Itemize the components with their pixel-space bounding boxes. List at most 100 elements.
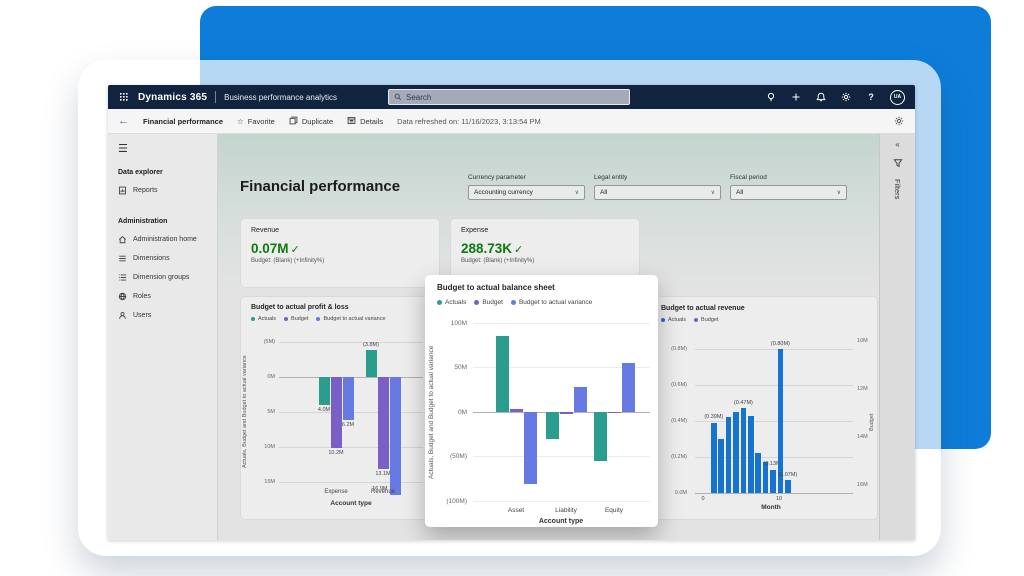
product-name: Business performance analytics (224, 92, 338, 102)
filter-field-fiscal-period: Fiscal period All ∨ (730, 174, 847, 200)
chart-bar[interactable] (762, 462, 769, 493)
filters-panel-collapsed[interactable]: « Filters (879, 134, 915, 540)
legend-dot (251, 317, 255, 321)
filter-label: Currency parameter (468, 174, 526, 181)
legend-item-budget[interactable]: Budget (284, 316, 308, 322)
bell-icon[interactable] (815, 91, 827, 103)
users-icon (118, 311, 127, 320)
chart-bar[interactable] (770, 469, 776, 493)
check-icon: ✓ (290, 244, 300, 256)
chart-bar[interactable] (748, 415, 754, 493)
waffle-icon[interactable] (118, 91, 130, 103)
filter-dropdown[interactable]: Accounting currency ∨ (468, 185, 585, 200)
details-button[interactable]: Details (347, 116, 383, 127)
legend-item-actuals[interactable]: Actuals (661, 317, 686, 323)
favorite-button[interactable]: ☆ Favorite (237, 116, 275, 126)
filter-field-legal-entity: Legal entity All ∨ (594, 174, 721, 200)
sidebar-section-heading: Administration (118, 218, 168, 225)
chart-bar[interactable] (573, 386, 587, 412)
legend-item-budget[interactable]: Budget (474, 299, 503, 306)
legend-item-budget[interactable]: Budget (694, 317, 718, 323)
page-title: Financial performance (240, 178, 401, 195)
chart-bar[interactable] (545, 412, 559, 439)
report-canvas: Financial performance Currency parameter… (218, 134, 879, 540)
x-axis-title: Account type (330, 500, 372, 507)
filter-dropdown[interactable]: All ∨ (594, 185, 721, 200)
right-y-axis-tick: 16M (857, 482, 868, 488)
y-axis-tick: (0.8M) (671, 346, 687, 352)
data-label: 6.2M (341, 422, 355, 429)
gridline (473, 367, 650, 368)
report-title: Financial performance (143, 116, 224, 126)
legend-item-actuals[interactable]: Actuals (437, 299, 466, 306)
search-input[interactable] (406, 92, 624, 102)
sidebar-item-administration-home[interactable]: Administration home (108, 230, 217, 249)
sidebar-item-dimension-groups[interactable]: Dimension groups (108, 268, 217, 287)
help-icon[interactable]: ? (868, 92, 874, 102)
chart-bar[interactable] (495, 335, 509, 412)
chart-bar[interactable] (389, 377, 401, 496)
collapse-chevron-icon[interactable]: « (895, 140, 900, 149)
chart-bar[interactable] (711, 422, 717, 493)
chart-bar[interactable] (755, 453, 761, 493)
chart-bar[interactable] (593, 412, 607, 461)
filter-dropdown[interactable]: All ∨ (730, 185, 847, 200)
data-refreshed-text: Data refreshed on: 11/16/2023, 3:13:54 P… (397, 116, 541, 126)
tablet-frame: Dynamics 365 Business performance analyt… (78, 60, 941, 556)
chart-bar[interactable] (785, 480, 791, 493)
app-name[interactable]: Dynamics 365 (138, 91, 208, 103)
gear-icon[interactable] (893, 115, 905, 127)
gridline (279, 342, 423, 343)
chart-title: Budget to actual profit & loss (251, 304, 349, 311)
legend-item-budget-to-actual-variance[interactable]: Budget to actual variance (510, 299, 592, 306)
legend-dot (694, 318, 699, 322)
chart-bar[interactable] (523, 412, 537, 484)
y-axis-tick: (0.6M) (671, 382, 687, 388)
x-axis-category: Liability (555, 507, 577, 514)
chart-bar[interactable] (318, 377, 330, 405)
app-window: Dynamics 365 Business performance analyt… (108, 85, 915, 540)
gridline (279, 482, 423, 483)
legend-item-budget-to-actual-variance[interactable]: Budget to actual variance (316, 316, 386, 322)
kpi-value: 0.07M ✓ (251, 241, 300, 256)
lightbulb-icon[interactable] (765, 91, 777, 103)
chevron-down-icon: ∨ (710, 190, 715, 196)
report-icon (118, 186, 127, 195)
chart-bar[interactable] (365, 350, 377, 377)
chart-bar[interactable] (342, 377, 354, 421)
search-box[interactable] (388, 89, 630, 105)
sidebar-item-users[interactable]: Users (108, 306, 217, 325)
data-label: 16.9M (372, 486, 388, 493)
add-icon[interactable] (790, 91, 802, 103)
sidebar-item-dimensions[interactable]: Dimensions (108, 249, 217, 268)
gridline (695, 349, 853, 350)
chart-bar[interactable] (509, 409, 523, 412)
right-y-axis-tick: 10M (857, 338, 868, 344)
back-button[interactable]: ← (118, 114, 129, 127)
chart-bar[interactable] (621, 362, 635, 412)
gear-icon[interactable] (840, 91, 852, 103)
chart-revenue: Budget to actual revenueActualsBudgetAct… (650, 296, 878, 520)
chart-bar[interactable] (330, 377, 342, 449)
chart-bar[interactable] (607, 412, 621, 413)
chart-bar[interactable] (777, 349, 784, 493)
report-toolbar: ← Financial performance ☆ Favorite Dupli… (108, 109, 915, 134)
chart-bar[interactable] (733, 412, 739, 493)
chart-bar[interactable] (377, 377, 389, 469)
sidebar-item-roles[interactable]: Roles (108, 287, 217, 306)
y-axis-tick: (50M) (450, 453, 467, 460)
avatar[interactable]: UA (890, 89, 905, 105)
x-axis-category: Equity (604, 507, 624, 514)
chart-title: Budget to actual revenue (661, 305, 745, 312)
data-label: (0.47M) (733, 399, 753, 406)
legend-item-actuals[interactable]: Actuals (251, 316, 276, 322)
data-label: 13.1M (375, 470, 391, 477)
chart-bar[interactable] (559, 412, 573, 414)
chart-bar[interactable] (725, 417, 732, 493)
sidebar-item-reports[interactable]: Reports (108, 181, 217, 200)
chart-bar[interactable] (718, 439, 724, 493)
duplicate-button[interactable]: Duplicate (289, 116, 333, 127)
x-axis-category: Revenue (370, 489, 396, 495)
hamburger-icon[interactable]: ☰ (118, 143, 128, 155)
chart-bar[interactable] (740, 408, 747, 493)
